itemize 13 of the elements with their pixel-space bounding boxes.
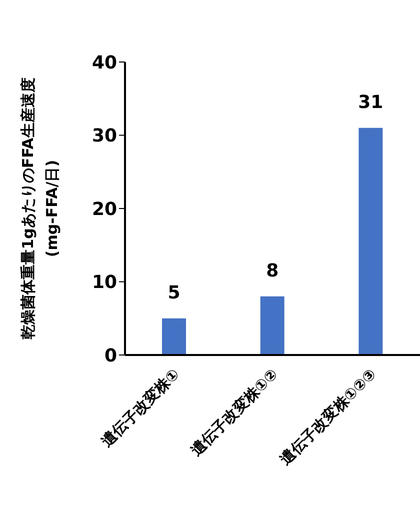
data-label: 8: [266, 260, 279, 282]
y-axis-title: 乾燥菌体重量1gあたりのFFA生産速度 (mg-FFA/日): [19, 78, 61, 340]
y-tick-label: 20: [92, 198, 117, 220]
y-tick-label: 40: [92, 52, 117, 74]
y-tick-label: 0: [104, 345, 117, 366]
bar: [260, 296, 284, 355]
y-tick-label: 10: [92, 272, 117, 294]
y-tick-label: 30: [92, 126, 117, 147]
x-tick-label: 遺伝子改変株①: [98, 365, 183, 450]
bar: [358, 128, 383, 355]
data-label: 5: [168, 282, 180, 304]
data-label: 31: [358, 92, 384, 113]
bar: [162, 318, 186, 355]
